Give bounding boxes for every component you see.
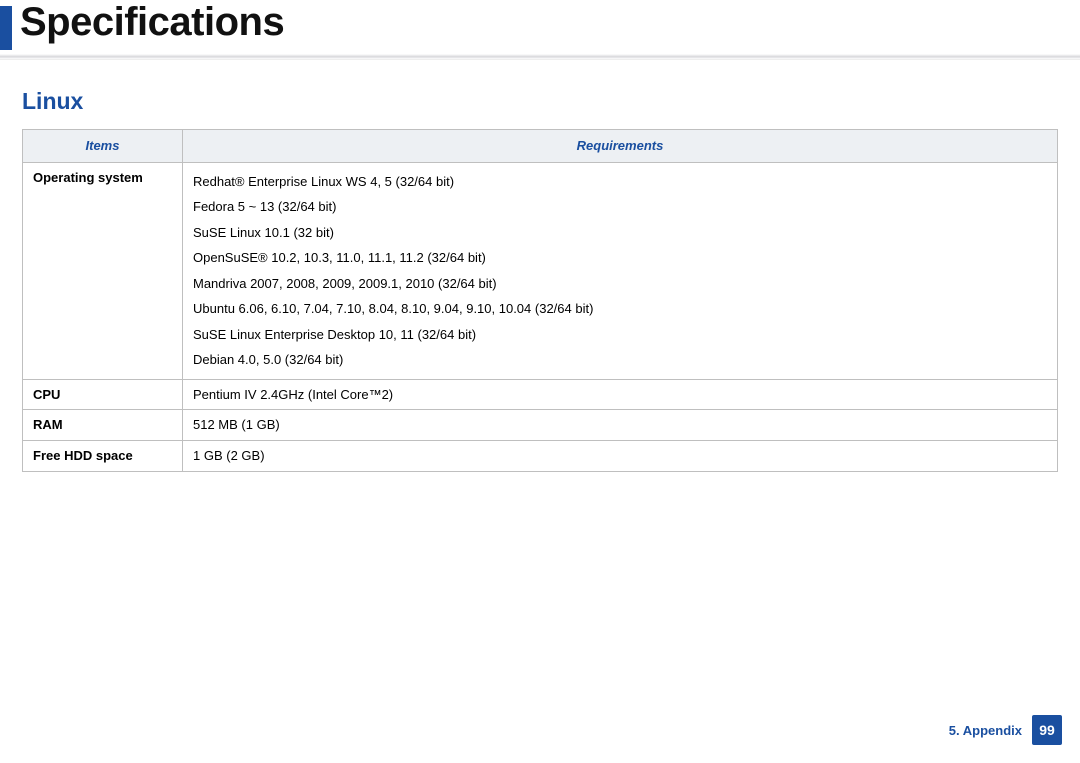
os-item: Redhat® Enterprise Linux WS 4, 5 (32/64 … <box>193 169 1047 195</box>
footer: 5. Appendix 99 <box>949 715 1062 745</box>
row-value-ram: 512 MB (1 GB) <box>183 410 1058 441</box>
table-row: CPU Pentium IV 2.4GHz (Intel Core™2) <box>23 379 1058 410</box>
col-header-items: Items <box>23 130 183 163</box>
os-item: Mandriva 2007, 2008, 2009, 2009.1, 2010 … <box>193 271 1047 297</box>
row-label-hdd: Free HDD space <box>23 441 183 472</box>
row-label-ram: RAM <box>23 410 183 441</box>
os-item: Fedora 5 ~ 13 (32/64 bit) <box>193 194 1047 220</box>
table-row: Operating system Redhat® Enterprise Linu… <box>23 162 1058 379</box>
col-header-requirements: Requirements <box>183 130 1058 163</box>
table-row: RAM 512 MB (1 GB) <box>23 410 1058 441</box>
title-accent-bar <box>0 6 12 50</box>
os-item: SuSE Linux Enterprise Desktop 10, 11 (32… <box>193 322 1047 348</box>
page-title: Specifications <box>20 0 284 45</box>
page-number-badge: 99 <box>1032 715 1062 745</box>
title-divider <box>0 54 1080 60</box>
row-label-os: Operating system <box>23 162 183 379</box>
table-header-row: Items Requirements <box>23 130 1058 163</box>
title-bar-region: Specifications <box>0 0 1080 60</box>
row-value-hdd: 1 GB (2 GB) <box>183 441 1058 472</box>
row-value-os: Redhat® Enterprise Linux WS 4, 5 (32/64 … <box>183 162 1058 379</box>
os-item: Ubuntu 6.06, 6.10, 7.04, 7.10, 8.04, 8.1… <box>193 296 1047 322</box>
os-item: OpenSuSE® 10.2, 10.3, 11.0, 11.1, 11.2 (… <box>193 245 1047 271</box>
table-row: Free HDD space 1 GB (2 GB) <box>23 441 1058 472</box>
os-item: SuSE Linux 10.1 (32 bit) <box>193 220 1047 246</box>
spec-table: Items Requirements Operating system Redh… <box>22 129 1058 472</box>
os-item: Debian 4.0, 5.0 (32/64 bit) <box>193 347 1047 373</box>
row-label-cpu: CPU <box>23 379 183 410</box>
os-list: Redhat® Enterprise Linux WS 4, 5 (32/64 … <box>193 169 1047 373</box>
row-value-cpu: Pentium IV 2.4GHz (Intel Core™2) <box>183 379 1058 410</box>
footer-section-label: 5. Appendix <box>949 723 1022 738</box>
content-region: Linux Items Requirements Operating syste… <box>0 60 1080 472</box>
section-title: Linux <box>22 88 1058 115</box>
